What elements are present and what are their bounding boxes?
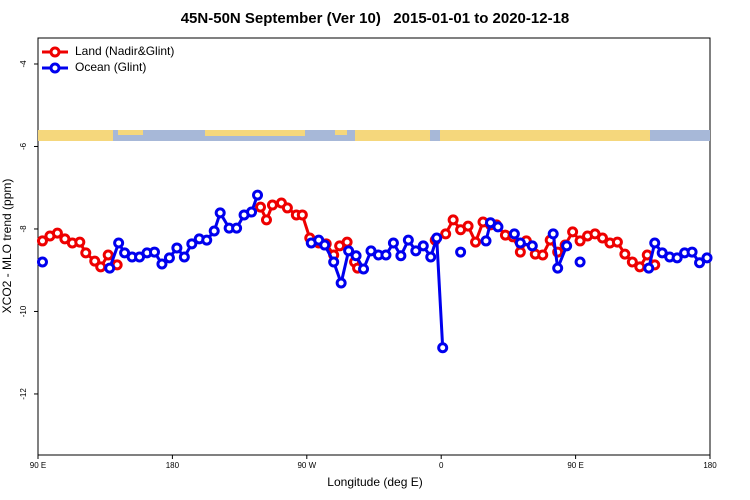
point [395, 250, 407, 262]
point [552, 262, 564, 274]
map-strip [38, 130, 710, 141]
point [163, 252, 175, 264]
point [643, 262, 655, 274]
point [567, 226, 579, 238]
point [260, 214, 272, 226]
point [440, 228, 452, 240]
x-tick-label: 90 E [30, 461, 46, 470]
point [508, 228, 520, 240]
point [694, 257, 706, 269]
point [626, 256, 638, 268]
point [649, 237, 661, 249]
point [36, 235, 48, 247]
y-tick-label: -8 [19, 225, 28, 233]
point [492, 221, 504, 233]
chart-title: 45N-50N September (Ver 10) 2015-01-01 to… [181, 10, 570, 27]
point [319, 239, 331, 251]
point [104, 262, 116, 274]
series-line [108, 194, 708, 348]
point [671, 252, 683, 264]
point [214, 207, 226, 219]
point [514, 246, 526, 258]
point [417, 240, 429, 252]
point [36, 256, 48, 268]
point [246, 206, 258, 218]
point [335, 277, 347, 289]
point [350, 250, 362, 262]
legend-label: Ocean (Glint) [75, 60, 146, 74]
point [281, 202, 293, 214]
point [80, 247, 92, 259]
point [231, 222, 243, 234]
y-tick-label: -4 [19, 60, 28, 68]
x-tick-label: 0 [439, 461, 444, 470]
plot-frame [37, 37, 711, 456]
point [178, 251, 190, 263]
point [148, 246, 160, 258]
point [455, 246, 467, 258]
point [437, 342, 449, 354]
y-axis-label: XCO2 - MLO trend (ppm) [0, 179, 14, 314]
point [252, 189, 264, 201]
y-tick-label: -12 [19, 388, 28, 400]
point [470, 236, 482, 248]
x-tick-label: 90 W [297, 461, 316, 470]
point [596, 232, 608, 244]
legend-marker [49, 46, 61, 58]
point [328, 256, 340, 268]
point [686, 246, 698, 258]
point [255, 201, 267, 213]
y-tick-label: -6 [19, 142, 28, 150]
point [74, 236, 86, 248]
point [171, 242, 183, 254]
legend-label: Land (Nadir&Glint) [75, 44, 174, 58]
point [296, 209, 308, 221]
point [102, 249, 114, 261]
point [701, 252, 713, 264]
point [619, 248, 631, 260]
point [95, 261, 107, 273]
point [358, 263, 370, 275]
point [574, 256, 586, 268]
point [266, 199, 278, 211]
point [201, 234, 213, 246]
point [186, 238, 198, 250]
x-tick-label: 180 [703, 461, 717, 470]
point [402, 234, 414, 246]
point [480, 235, 492, 247]
point [425, 251, 437, 263]
point [410, 245, 422, 257]
y-tick-label: -10 [19, 305, 28, 317]
point [561, 240, 573, 252]
point [156, 258, 168, 270]
point [514, 237, 526, 249]
point [547, 228, 559, 240]
point [113, 237, 125, 249]
x-tick-label: 90 E [567, 461, 583, 470]
x-axis-label: Longitude (deg E) [327, 475, 422, 489]
point [462, 220, 474, 232]
point [208, 225, 220, 237]
legend-marker [49, 62, 61, 74]
point [380, 249, 392, 261]
point [447, 214, 459, 226]
point [537, 249, 549, 261]
point [387, 237, 399, 249]
point [634, 261, 646, 273]
point [526, 240, 538, 252]
point [574, 235, 586, 247]
point [431, 232, 443, 244]
x-tick-label: 180 [166, 461, 180, 470]
point [341, 236, 353, 248]
point [611, 236, 623, 248]
point [343, 245, 355, 257]
point [51, 227, 63, 239]
